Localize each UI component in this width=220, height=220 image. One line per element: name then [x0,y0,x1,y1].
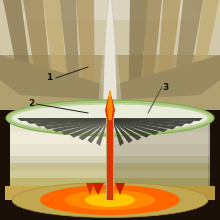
Polygon shape [35,119,107,126]
Polygon shape [10,163,110,170]
Ellipse shape [12,104,208,132]
Polygon shape [110,156,210,163]
Polygon shape [60,0,79,90]
Polygon shape [61,120,107,135]
Polygon shape [115,183,125,195]
Polygon shape [129,0,148,90]
Ellipse shape [40,185,180,215]
Polygon shape [157,0,181,90]
Ellipse shape [6,100,214,136]
Polygon shape [103,0,117,105]
Ellipse shape [12,183,208,218]
Polygon shape [0,0,220,55]
Polygon shape [3,0,33,90]
Polygon shape [26,118,107,124]
Polygon shape [113,119,168,132]
Polygon shape [110,144,210,156]
Polygon shape [110,132,210,144]
Polygon shape [86,183,94,195]
Polygon shape [96,121,107,146]
Polygon shape [10,132,110,144]
Polygon shape [10,144,110,156]
Polygon shape [52,119,107,132]
Text: 3: 3 [162,82,168,92]
Polygon shape [110,118,208,205]
Polygon shape [70,120,107,138]
Polygon shape [109,88,111,98]
Polygon shape [110,178,210,186]
Polygon shape [0,110,220,220]
Polygon shape [113,119,177,129]
Polygon shape [76,0,95,90]
Polygon shape [79,120,107,140]
Polygon shape [113,120,150,138]
Polygon shape [113,121,124,146]
Polygon shape [12,118,110,205]
Text: 1: 1 [46,73,52,81]
Polygon shape [10,170,110,178]
Polygon shape [113,118,203,121]
Polygon shape [20,0,200,20]
Polygon shape [10,120,110,132]
Polygon shape [17,118,107,121]
Ellipse shape [10,103,210,133]
Polygon shape [105,90,115,120]
Polygon shape [110,120,210,132]
Polygon shape [174,0,203,90]
Polygon shape [113,119,185,126]
Polygon shape [110,163,210,170]
Polygon shape [98,0,122,105]
Polygon shape [142,0,162,90]
Polygon shape [191,0,219,90]
Polygon shape [87,121,107,143]
Polygon shape [92,183,104,195]
Polygon shape [113,118,194,124]
Polygon shape [0,0,220,110]
Polygon shape [43,119,107,129]
Polygon shape [113,120,159,135]
Polygon shape [10,156,110,163]
Polygon shape [110,170,210,178]
Polygon shape [23,0,51,90]
Polygon shape [107,120,113,200]
Polygon shape [0,55,106,100]
Polygon shape [106,118,114,200]
Polygon shape [5,186,110,200]
Polygon shape [43,0,67,90]
Polygon shape [113,120,141,140]
Polygon shape [110,186,215,200]
Polygon shape [114,55,220,100]
Polygon shape [10,178,110,186]
Ellipse shape [85,193,135,207]
Ellipse shape [65,190,155,210]
Text: 2: 2 [28,99,34,108]
Polygon shape [107,90,113,120]
Polygon shape [113,121,133,143]
